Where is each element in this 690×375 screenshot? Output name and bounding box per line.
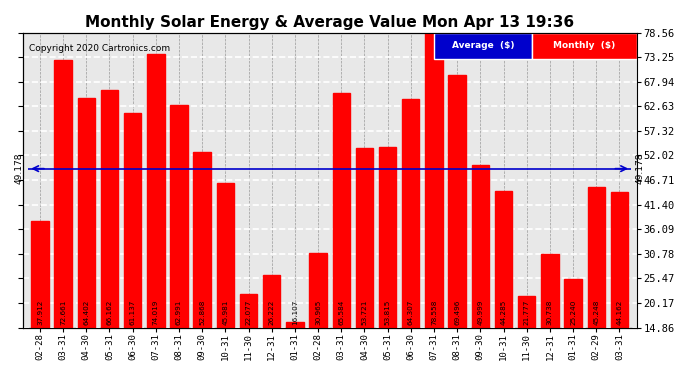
- Bar: [588, 187, 605, 375]
- Bar: [77, 98, 95, 375]
- Bar: [193, 152, 211, 375]
- Text: 45.981: 45.981: [222, 300, 228, 325]
- Text: 45.248: 45.248: [593, 300, 599, 325]
- Bar: [170, 105, 188, 375]
- Text: 74.019: 74.019: [152, 300, 159, 325]
- Bar: [402, 99, 420, 375]
- Text: 65.584: 65.584: [338, 300, 344, 325]
- Text: 25.240: 25.240: [570, 300, 576, 325]
- Text: 16.107: 16.107: [292, 300, 298, 325]
- Bar: [333, 93, 350, 375]
- Bar: [217, 183, 234, 375]
- Bar: [124, 113, 141, 375]
- Bar: [147, 54, 164, 375]
- Text: Average  ($): Average ($): [452, 41, 515, 50]
- Text: 26.222: 26.222: [268, 300, 275, 325]
- Bar: [495, 191, 512, 375]
- Text: 22.077: 22.077: [246, 300, 252, 325]
- Bar: [425, 33, 443, 375]
- Text: 66.162: 66.162: [106, 300, 112, 325]
- Text: 44.285: 44.285: [500, 300, 506, 325]
- Text: 64.307: 64.307: [408, 300, 414, 325]
- Bar: [472, 165, 489, 375]
- Bar: [541, 254, 559, 375]
- Bar: [356, 148, 373, 375]
- Bar: [448, 75, 466, 375]
- Text: 61.137: 61.137: [130, 300, 136, 325]
- Text: 49.999: 49.999: [477, 300, 483, 325]
- Title: Monthly Solar Energy & Average Value Mon Apr 13 19:36: Monthly Solar Energy & Average Value Mon…: [85, 15, 574, 30]
- Text: Copyright 2020 Cartronics.com: Copyright 2020 Cartronics.com: [29, 44, 170, 53]
- Text: 52.868: 52.868: [199, 300, 205, 325]
- Text: 53.815: 53.815: [384, 300, 391, 325]
- Text: 21.777: 21.777: [524, 300, 530, 325]
- Bar: [240, 294, 257, 375]
- Bar: [611, 192, 628, 375]
- Text: 44.162: 44.162: [616, 300, 622, 325]
- Text: 72.661: 72.661: [60, 300, 66, 325]
- Text: 37.912: 37.912: [37, 300, 43, 325]
- Bar: [263, 275, 280, 375]
- Bar: [286, 322, 304, 375]
- Bar: [101, 90, 118, 375]
- Bar: [55, 60, 72, 375]
- Bar: [564, 279, 582, 375]
- Text: 30.965: 30.965: [315, 300, 321, 325]
- Text: 78.558: 78.558: [431, 300, 437, 325]
- Bar: [31, 221, 48, 375]
- Bar: [518, 296, 535, 375]
- Text: 30.738: 30.738: [547, 300, 553, 325]
- Text: 49.178: 49.178: [635, 153, 644, 184]
- Text: 53.721: 53.721: [362, 300, 368, 325]
- Bar: [379, 147, 396, 375]
- Text: 62.991: 62.991: [176, 300, 182, 325]
- Text: Monthly  ($): Monthly ($): [553, 41, 615, 50]
- Text: 64.402: 64.402: [83, 300, 89, 325]
- FancyBboxPatch shape: [434, 33, 533, 59]
- Bar: [309, 253, 327, 375]
- Text: 69.496: 69.496: [454, 300, 460, 325]
- FancyBboxPatch shape: [533, 33, 637, 59]
- Text: 49.178: 49.178: [14, 153, 23, 184]
